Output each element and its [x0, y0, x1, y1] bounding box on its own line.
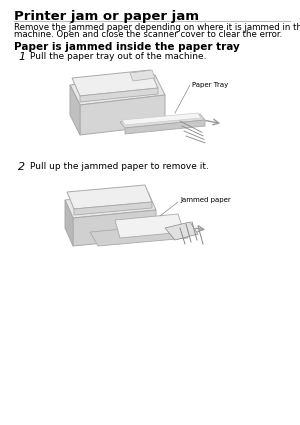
Polygon shape — [73, 210, 156, 246]
Text: 2: 2 — [18, 162, 25, 172]
Polygon shape — [72, 70, 158, 96]
Text: Pull up the jammed paper to remove it.: Pull up the jammed paper to remove it. — [30, 162, 209, 171]
Text: Jammed paper: Jammed paper — [180, 197, 231, 203]
Polygon shape — [70, 85, 80, 135]
Text: 1: 1 — [18, 52, 25, 62]
Polygon shape — [115, 214, 184, 238]
Polygon shape — [80, 95, 165, 135]
Polygon shape — [80, 88, 158, 102]
Polygon shape — [67, 185, 152, 209]
Polygon shape — [125, 120, 205, 134]
Polygon shape — [70, 75, 165, 105]
Text: Paper Tray: Paper Tray — [192, 82, 228, 88]
Polygon shape — [90, 224, 188, 246]
Polygon shape — [130, 70, 155, 81]
Text: machine. Open and close the scanner cover to clear the error.: machine. Open and close the scanner cove… — [14, 30, 282, 39]
Polygon shape — [122, 113, 201, 125]
Polygon shape — [120, 114, 205, 128]
Text: Paper is jammed inside the paper tray: Paper is jammed inside the paper tray — [14, 42, 240, 52]
Text: Remove the jammed paper depending on where it is jammed in the: Remove the jammed paper depending on whe… — [14, 23, 300, 32]
Polygon shape — [165, 222, 198, 240]
Polygon shape — [74, 202, 152, 215]
Text: Printer jam or paper jam: Printer jam or paper jam — [14, 10, 199, 23]
Polygon shape — [65, 192, 156, 218]
Polygon shape — [65, 200, 73, 246]
Text: Pull the paper tray out of the machine.: Pull the paper tray out of the machine. — [30, 52, 206, 61]
